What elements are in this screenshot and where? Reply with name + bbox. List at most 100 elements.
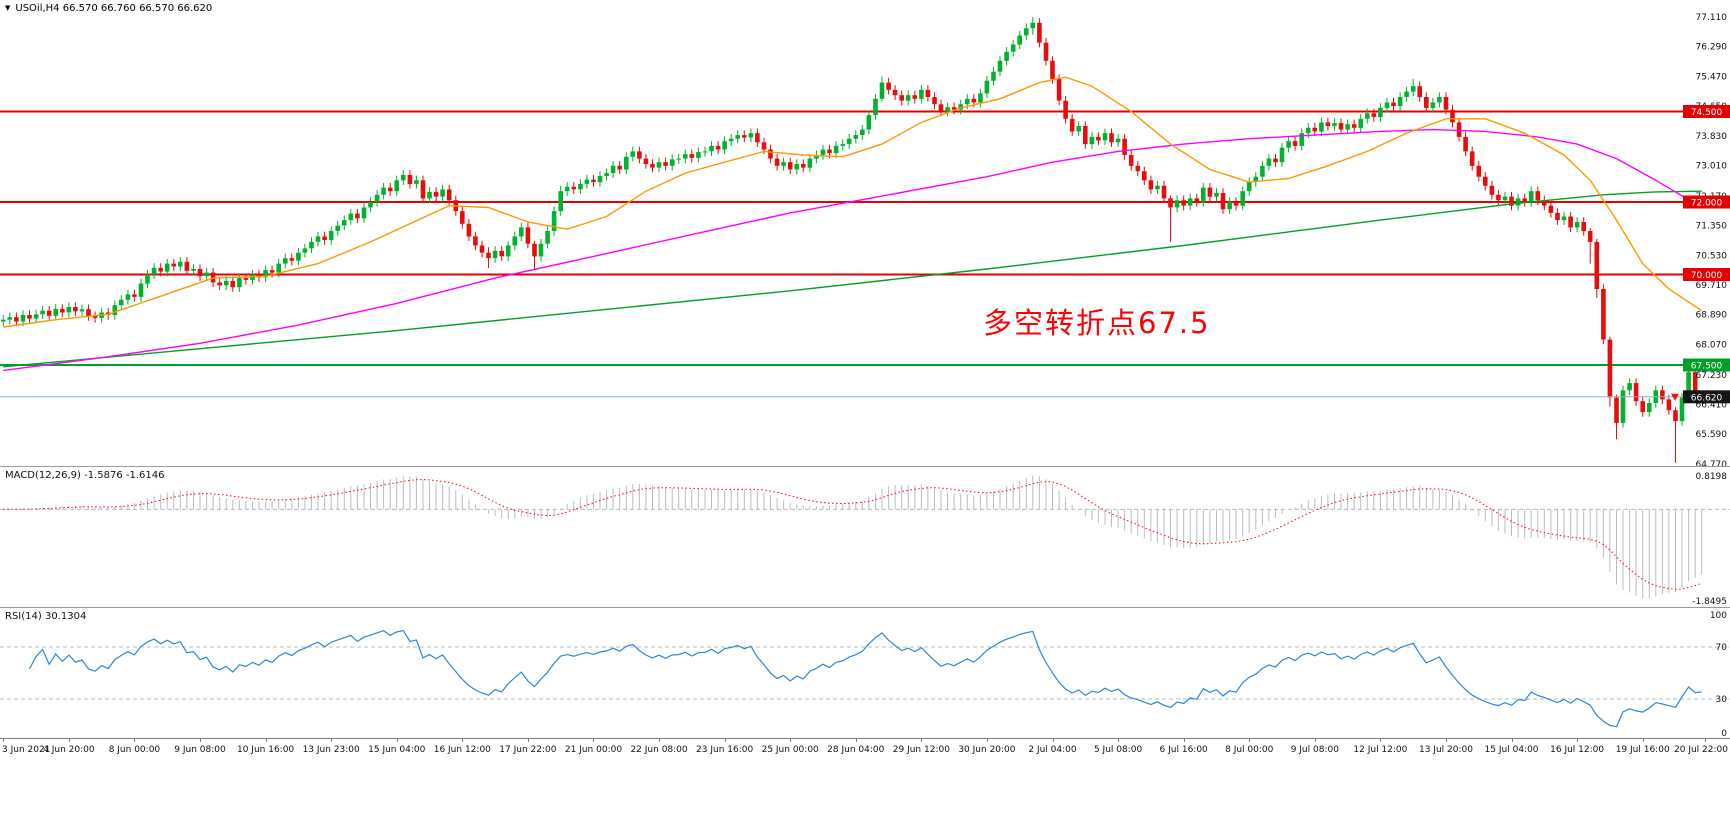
chart-annotation: 多空转折点67.5 [983, 306, 1211, 340]
macd-axis-max: 0.8198 [1696, 472, 1728, 482]
time-tick [855, 739, 857, 742]
time-label: 10 Jun 16:00 [236, 745, 295, 755]
price-box-value: 67.500 [1691, 362, 1723, 372]
time-label: 6 Jul 16:00 [1159, 745, 1208, 755]
macd-panel: 0.8198 -1.8495 MACD(12,26,9) -1.5876 -1.6… [0, 466, 1730, 607]
time-label: 29 Jun 12:00 [892, 745, 950, 755]
rsi-axis-label: 100 [1710, 611, 1727, 621]
price-tick-label: 75.470 [1696, 72, 1728, 82]
time-label: 23 Jun 16:00 [696, 745, 754, 755]
rsi-panel: 100 70 30 0 RSI(14) 30.1304 [0, 607, 1730, 738]
price-tick-label: 77.110 [1696, 13, 1728, 23]
time-axis[interactable]: 3 Jun 2021 4 Jun 20:00 8 Jun 00:00 9 Jun 08… [0, 738, 1730, 763]
last-price-arrow [1671, 393, 1679, 401]
price-tick-label: 68.070 [1696, 340, 1728, 350]
time-label: 8 Jul 00:00 [1225, 745, 1274, 755]
price-tick-label: 69.710 [1696, 281, 1728, 291]
symbol-info[interactable]: ▼ USOil,H4 66.570 66.760 66.570 66.620 [5, 3, 212, 14]
rsi-axis-label: 30 [1716, 695, 1728, 705]
macd-label: MACD(12,26,9) -1.5876 -1.6146 [5, 470, 165, 481]
rsi-line [28, 629, 1702, 728]
price-chart-canvas[interactable]: 77.11076.29075.47074.65073.83073.01072.1… [0, 0, 1730, 466]
rsi-label: RSI(14) 30.1304 [5, 611, 87, 622]
time-label: 3 Jun 2021 [2, 745, 51, 755]
time-label: 12 Jul 12:00 [1353, 745, 1408, 755]
rsi-axis-label: 0 [1721, 729, 1727, 738]
time-label: 15 Jul 04:00 [1484, 745, 1539, 755]
time-tick [593, 739, 595, 742]
symbol-dropdown-icon: ▼ [5, 4, 11, 12]
price-tick-label: 76.290 [1696, 43, 1728, 53]
time-tick [134, 739, 136, 742]
time-tick [1314, 739, 1316, 742]
time-label: 21 Jun 00:00 [564, 745, 623, 755]
time-tick [1577, 739, 1579, 742]
price-tick-label: 64.770 [1696, 460, 1728, 466]
ma-slow-line [3, 190, 1702, 368]
time-tick [265, 739, 267, 742]
time-label: 8 Jun 00:00 [108, 745, 161, 755]
macd-signal-line [3, 479, 1702, 590]
price-tick-label: 66.410 [1696, 400, 1728, 410]
price-box-value: 72.000 [1691, 199, 1723, 209]
time-tick [68, 739, 70, 742]
time-label: 5 Jul 08:00 [1093, 745, 1143, 755]
price-box [1683, 195, 1730, 209]
macd-axis-min: -1.8495 [1692, 597, 1727, 607]
time-tick [790, 739, 792, 742]
price-box [1683, 358, 1730, 372]
time-tick [1380, 739, 1382, 742]
time-tick [1642, 739, 1644, 742]
time-tick [1249, 739, 1251, 742]
time-label: 2 Jul 04:00 [1028, 745, 1077, 755]
price-box [1683, 390, 1730, 404]
time-label: 22 Jun 08:00 [630, 745, 688, 755]
time-tick [3, 739, 5, 742]
price-tick-label: 71.350 [1696, 222, 1728, 232]
price-box-value: 74.500 [1691, 108, 1723, 118]
price-box [1683, 268, 1730, 281]
time-tick [1183, 739, 1185, 742]
time-tick [331, 739, 333, 742]
time-tick [1052, 739, 1054, 742]
price-tick-label: 68.890 [1696, 311, 1728, 321]
time-label: 19 Jul 16:00 [1615, 745, 1670, 755]
rsi-chart-canvas[interactable]: 100 70 30 0 [0, 608, 1730, 738]
time-label: 4 Jun 20:00 [43, 745, 95, 755]
price-box-value: 70.000 [1691, 271, 1723, 281]
time-label: 20 Jul 22:00 [1674, 745, 1728, 755]
time-tick [1511, 739, 1513, 742]
time-label: 9 Jul 08:00 [1290, 745, 1339, 755]
macd-histogram [9, 475, 1703, 599]
time-label: 25 Jun 00:00 [761, 745, 819, 755]
rsi-axis-label: 70 [1716, 643, 1728, 653]
time-tick [986, 739, 988, 742]
time-tick [396, 739, 398, 742]
time-label: 9 Jun 08:00 [174, 745, 226, 755]
candles-layer [1, 17, 1704, 463]
price-box-value: 66.620 [1691, 393, 1723, 403]
time-tick [659, 739, 661, 742]
ma-fast-line [3, 76, 1703, 328]
price-tick-label: 70.530 [1696, 251, 1728, 261]
price-box [1683, 105, 1730, 118]
time-tick [462, 739, 464, 742]
price-tick-label: 67.230 [1696, 371, 1728, 381]
main-chart-panel: 77.11076.29075.47074.65073.83073.01072.1… [0, 0, 1730, 466]
time-label: 28 Jun 04:00 [827, 745, 885, 755]
price-tick-label: 73.010 [1696, 162, 1728, 172]
time-tick [1118, 739, 1120, 742]
time-tick [200, 739, 201, 742]
time-tick [921, 739, 923, 742]
time-label: 17 Jun 22:00 [499, 745, 557, 755]
time-label: 15 Jun 04:00 [368, 745, 426, 755]
symbol-ohlc-text: USOil,H4 66.570 66.760 66.570 66.620 [15, 3, 213, 14]
time-label: 16 Jun 12:00 [433, 745, 491, 755]
time-label: 30 Jun 20:00 [958, 745, 1016, 755]
time-tick [1705, 739, 1706, 742]
macd-chart-canvas[interactable]: 0.8198 -1.8495 [0, 467, 1730, 607]
time-label: 13 Jun 23:00 [302, 745, 360, 755]
time-tick [527, 739, 529, 742]
time-tick [1445, 739, 1447, 742]
